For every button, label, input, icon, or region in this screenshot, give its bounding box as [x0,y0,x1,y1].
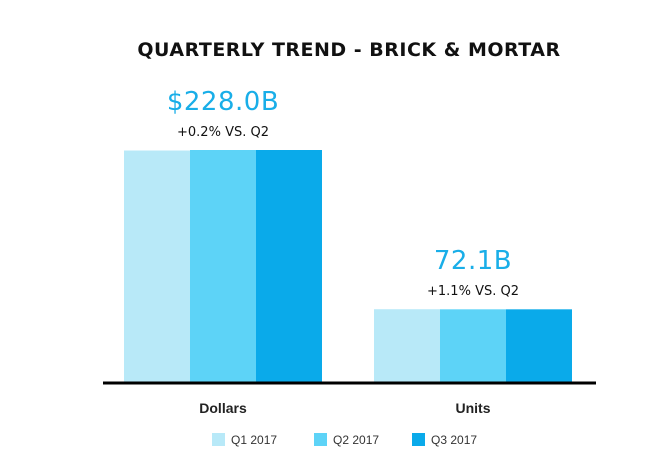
legend-swatch-q1-2017 [212,433,225,446]
legend-label-q3-2017: Q3 2017 [431,433,477,447]
bar-units-q3-2017 [506,309,572,383]
value-label-units: 72.1B [434,246,512,276]
category-label-dollars: Dollars [199,400,247,416]
change-label-dollars: +0.2% VS. Q2 [177,125,269,140]
category-label-units: Units [456,400,491,416]
legend: Q1 2017 Q2 2017 Q3 2017 [212,433,477,447]
bars-layer [124,150,572,383]
legend-label-q2-2017: Q2 2017 [333,433,379,447]
value-label-dollars: $228.0B [167,87,279,117]
legend-swatch-q3-2017 [412,433,425,446]
chart-title: QUARTERLY TREND - BRICK & MORTAR [137,39,560,61]
bar-dollars-q2-2017 [190,150,256,383]
legend-label-q1-2017: Q1 2017 [231,433,277,447]
change-label-units: +1.1% VS. Q2 [427,284,519,299]
bar-units-q1-2017 [374,309,440,383]
bar-units-q2-2017 [440,309,506,383]
bar-dollars-q1-2017 [124,150,190,383]
annotations-layer: $228.0B +0.2% VS. Q2 72.1B +1.1% VS. Q2 [167,87,519,299]
legend-swatch-q2-2017 [314,433,327,446]
category-labels: Dollars Units [199,400,490,416]
bar-dollars-q3-2017 [256,150,322,383]
